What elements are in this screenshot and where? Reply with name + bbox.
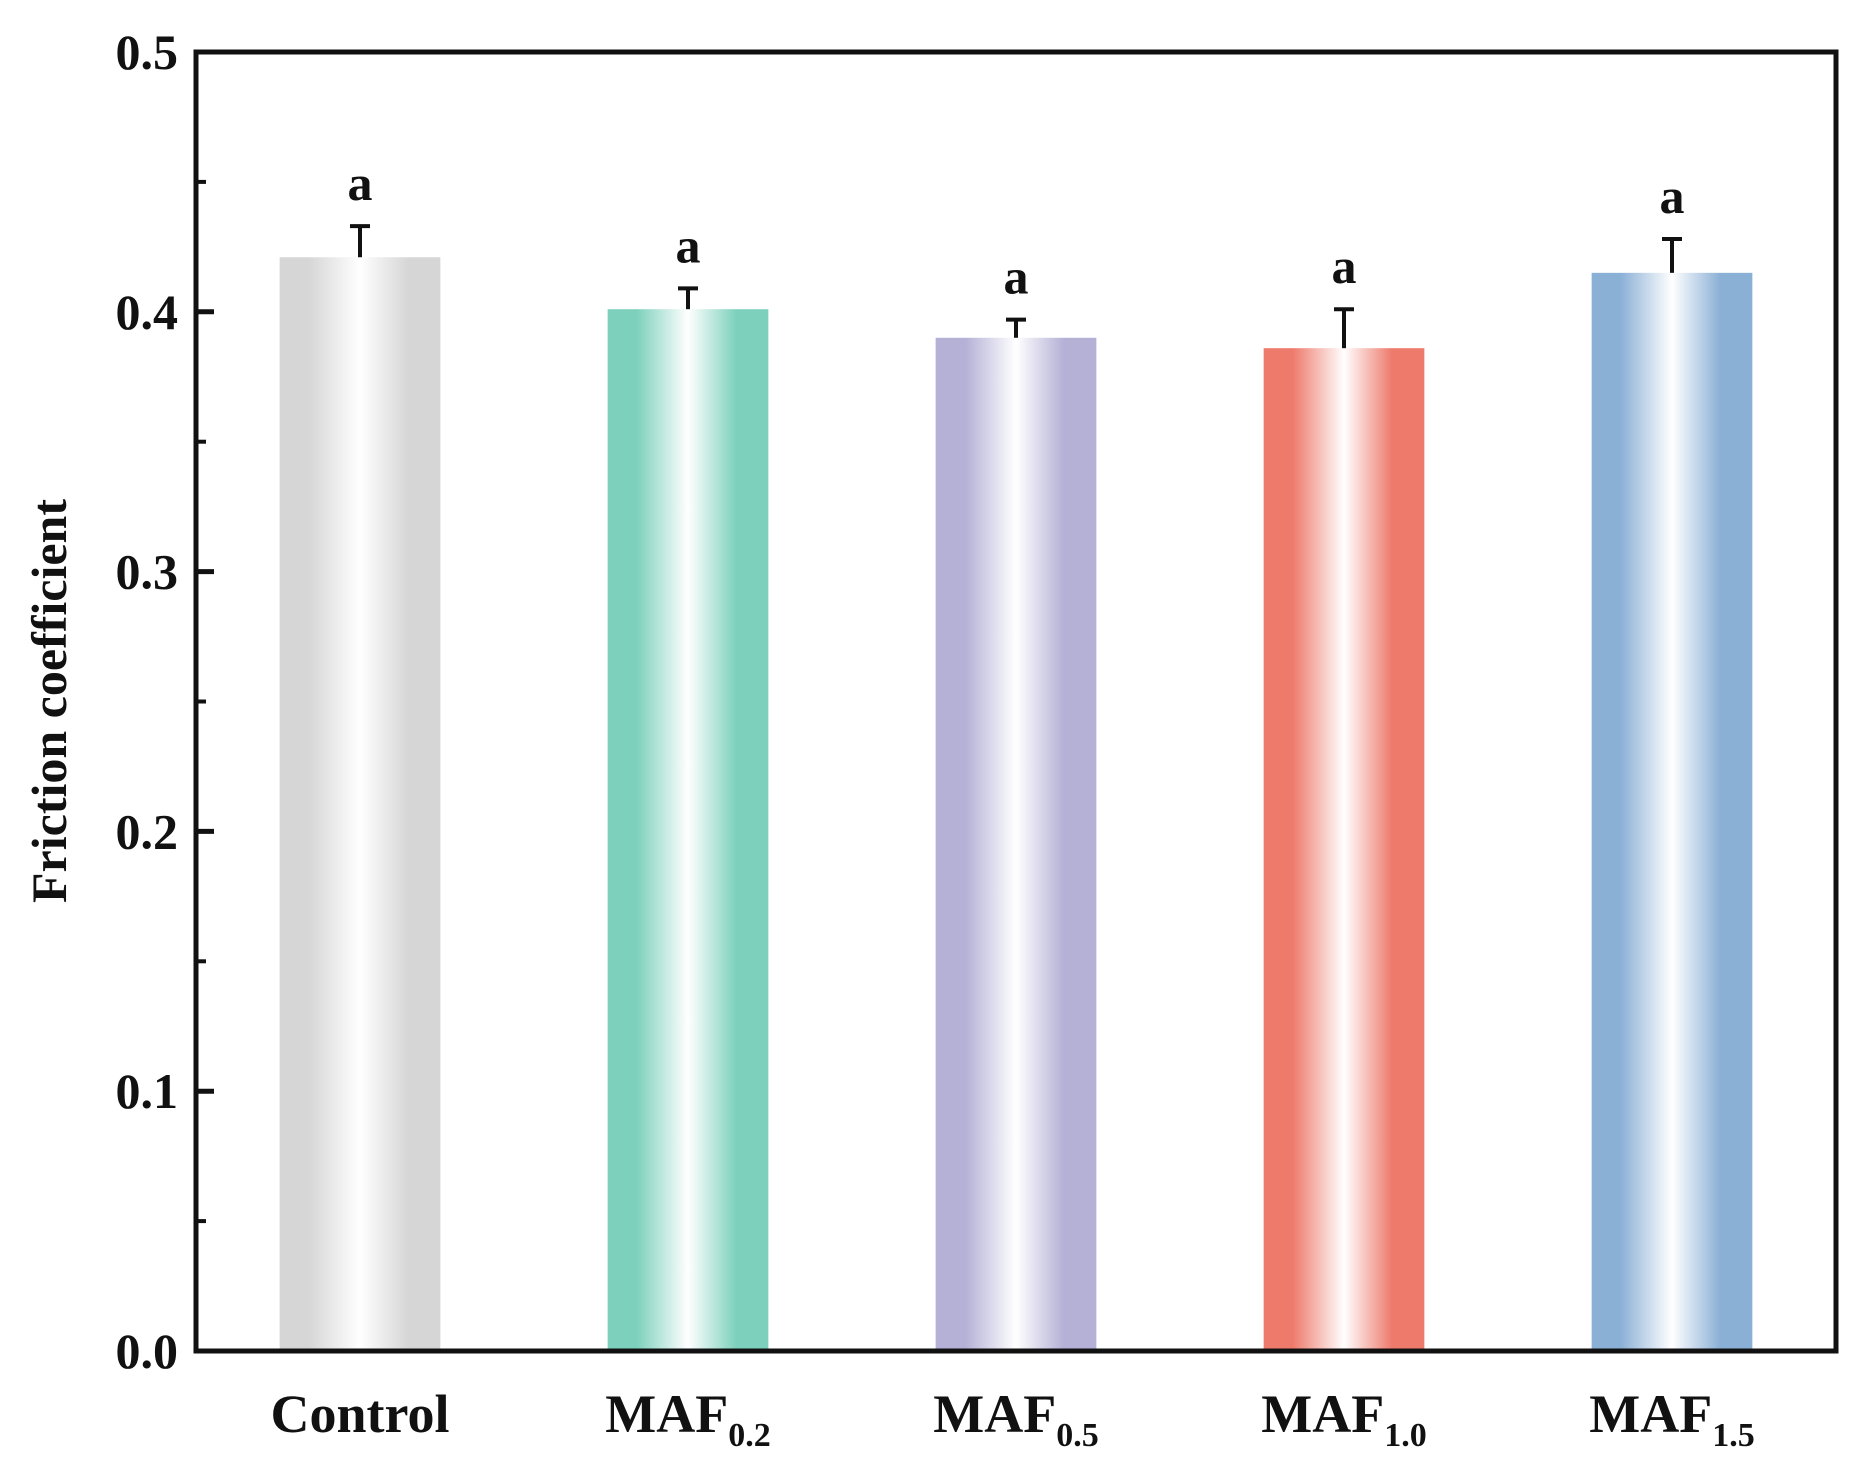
y-tick-label: 0.3 xyxy=(116,544,179,600)
significance-labels-layer: a a a a a xyxy=(348,155,1685,305)
significance-label: a xyxy=(676,217,701,273)
y-tick-label: 0.2 xyxy=(116,803,179,859)
bar xyxy=(935,337,1097,1351)
x-tick-label: MAF0.5 xyxy=(933,1384,1098,1454)
y-axis: 0.0 0.1 0.2 0.3 0.4 0.5 xyxy=(116,24,214,1379)
y-tick-label: 0.0 xyxy=(116,1323,179,1379)
bars-layer xyxy=(279,257,1753,1352)
x-tick-label: MAF0.2 xyxy=(605,1384,770,1454)
bar xyxy=(279,257,441,1352)
error-bars-layer xyxy=(350,224,1682,349)
bar xyxy=(1263,348,1425,1351)
y-tick-label: 0.4 xyxy=(116,284,179,340)
x-tick-label: MAF1.0 xyxy=(1261,1384,1426,1454)
y-tick-label: 0.5 xyxy=(116,24,179,80)
x-tick-label: MAF1.5 xyxy=(1589,1384,1754,1454)
bar xyxy=(1591,272,1753,1352)
bar xyxy=(607,309,769,1351)
significance-label: a xyxy=(1660,168,1685,224)
significance-label: a xyxy=(1004,249,1029,305)
y-tick-label: 0.1 xyxy=(116,1063,179,1119)
x-tick-label: Control xyxy=(270,1384,449,1444)
significance-label: a xyxy=(348,155,373,211)
significance-label: a xyxy=(1332,238,1357,294)
x-axis: Control MAF0.2 MAF0.5 MAF1.0 MAF1.5 xyxy=(270,1384,1754,1454)
y-axis-title: Friction coefficient xyxy=(21,499,77,903)
